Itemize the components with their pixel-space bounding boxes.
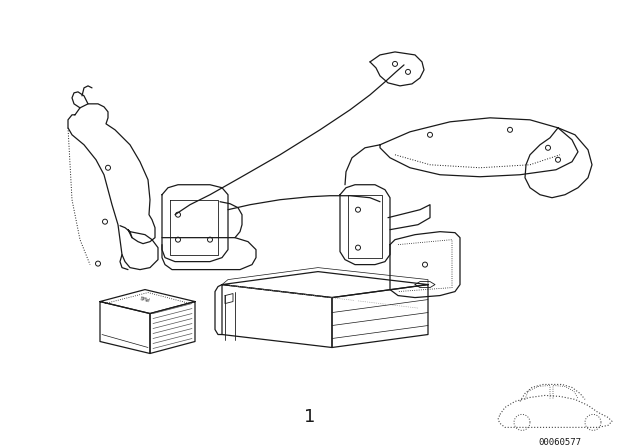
Text: 00060577: 00060577 — [538, 438, 582, 447]
Text: 1: 1 — [304, 409, 316, 426]
Text: BMW: BMW — [140, 296, 150, 303]
